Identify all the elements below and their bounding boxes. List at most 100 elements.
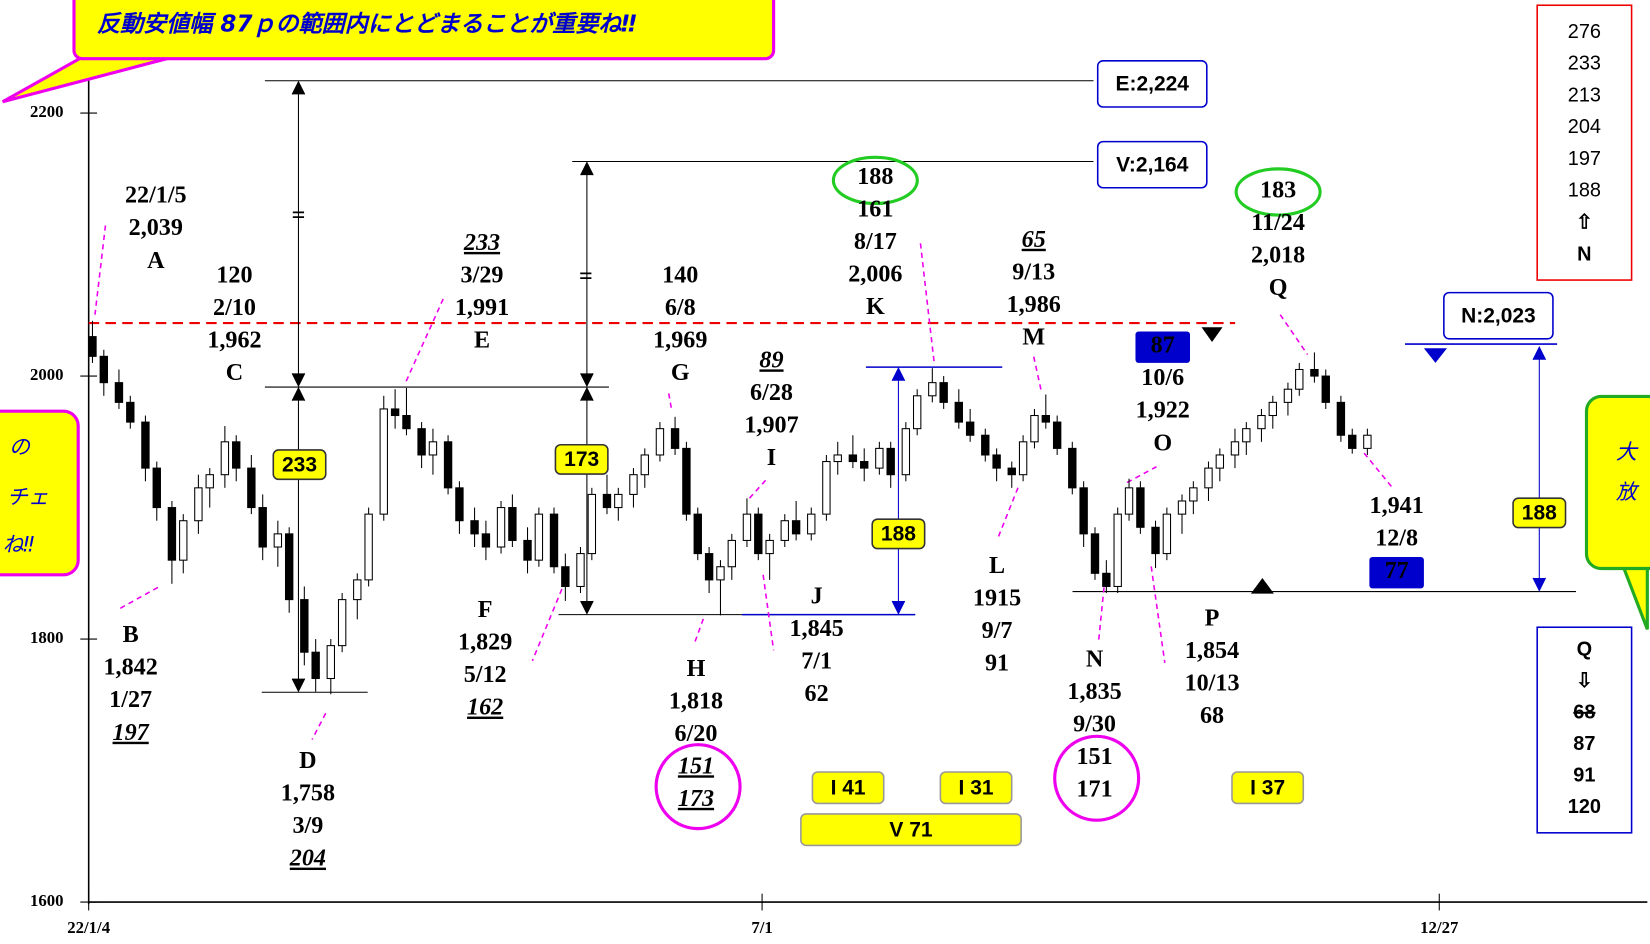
annotation: 62 [805, 681, 829, 707]
annotation: 6/20 [675, 721, 718, 747]
equal-mark: = [292, 203, 306, 229]
candle-body [429, 442, 436, 455]
candle-body [1296, 369, 1303, 389]
annotation: 12/8 [1375, 526, 1418, 552]
callout-text: 反動安値幅 87ｐの範囲内にとどまることが重要ね‼ [97, 11, 636, 38]
side-item: 87 [1573, 733, 1595, 755]
annotation: 161 [857, 196, 893, 222]
candle-body [940, 383, 947, 403]
annotation: G [671, 360, 690, 386]
candle-body [603, 494, 610, 507]
candle-body [1284, 389, 1291, 402]
annotation: 77 [1385, 558, 1409, 584]
candle-body [766, 540, 773, 553]
candle-body [1069, 448, 1076, 487]
annotation: 1,969 [653, 327, 707, 353]
box-label: V:2,164 [1116, 153, 1189, 176]
annotation: 188 [857, 164, 893, 190]
y-tick-label: 2200 [30, 102, 64, 121]
side-item: 204 [1568, 116, 1601, 138]
annotation: 151 [678, 753, 714, 779]
candle-body [914, 396, 921, 429]
candle-body [1163, 514, 1170, 553]
annotation: 1,986 [1007, 292, 1061, 318]
candle-body [195, 488, 202, 521]
candle-body [1178, 501, 1185, 514]
candle-body [471, 521, 478, 534]
candle-body [1269, 402, 1276, 415]
candle-body [861, 462, 868, 469]
x-tick-label: 7/1 [751, 918, 772, 937]
annotation: 6/8 [665, 295, 696, 321]
candle-body [274, 534, 281, 547]
candle-body [1231, 442, 1238, 455]
y-tick-label: 1800 [30, 628, 64, 647]
candle-body [127, 402, 134, 422]
candle-body [834, 455, 841, 462]
annotation: 91 [985, 651, 1009, 677]
annotation: 151 [1076, 744, 1112, 770]
annotation: C [226, 360, 243, 386]
candle-body [180, 521, 187, 560]
annotation: H [687, 656, 706, 682]
box-label: 188 [1522, 502, 1557, 525]
candle-body [233, 442, 240, 468]
candle-body [849, 455, 856, 462]
annotation: 7/1 [801, 648, 832, 674]
annotation: F [478, 597, 493, 623]
annotation: O [1153, 430, 1172, 456]
annotation: 3/9 [292, 813, 323, 839]
side-item: Q [1577, 639, 1592, 661]
candle-body [206, 475, 213, 488]
candle-body [1349, 435, 1356, 448]
annotation: 1,962 [207, 327, 261, 353]
annotation: M [1022, 324, 1045, 350]
candle-body [1008, 468, 1015, 475]
candle-body [966, 422, 973, 435]
candle-body [1216, 455, 1223, 468]
candle-body [955, 402, 962, 422]
y-tick-label: 2000 [30, 365, 64, 384]
box-label: I 37 [1250, 776, 1285, 799]
candle-body [524, 540, 531, 560]
annotation: 10/6 [1141, 365, 1184, 391]
candle-body [641, 455, 648, 475]
callout-line: 放 [1616, 480, 1640, 504]
candle-body [301, 600, 308, 653]
candle-body [705, 554, 712, 580]
annotation: 2/10 [213, 295, 256, 321]
candle-body [1053, 422, 1060, 448]
candle-body [456, 488, 463, 521]
side-item: 68 [1573, 702, 1595, 724]
candle-body [717, 567, 724, 580]
annotation: 1,842 [104, 655, 158, 681]
candle-body [792, 521, 799, 534]
side-box [1537, 5, 1631, 280]
equal-mark: = [579, 263, 593, 289]
candle-body [887, 448, 894, 474]
y-tick-label: 1600 [30, 891, 64, 910]
side-item: 188 [1568, 180, 1601, 202]
candle-body [550, 514, 557, 567]
candle-body [755, 514, 762, 553]
page: {"chart_data":{"type":"candlestick", "x"… [0, 0, 1650, 944]
annotation: 183 [1260, 177, 1296, 203]
box-label: E:2,224 [1116, 73, 1190, 96]
candle-body [142, 422, 149, 468]
annotation: 3/29 [461, 262, 504, 288]
callout-line: チェ [7, 485, 49, 509]
x-tick-label: 12/27 [1420, 918, 1458, 937]
candle-body [728, 540, 735, 566]
annotation: 171 [1076, 776, 1112, 802]
side-item: 233 [1568, 53, 1601, 75]
annotation: 87 [1151, 333, 1175, 359]
candle-body [286, 534, 293, 600]
annotation: 6/28 [750, 380, 793, 406]
candle-body [823, 462, 830, 515]
annotation: 1,941 [1370, 493, 1424, 519]
candle-body [630, 475, 637, 495]
callout: 反動安値幅 87ｐの範囲内にとどまることが重要ね‼ [3, 0, 774, 102]
side-item: 213 [1568, 84, 1601, 106]
candle-body [391, 409, 398, 416]
callout-line: 大 [1616, 440, 1639, 464]
